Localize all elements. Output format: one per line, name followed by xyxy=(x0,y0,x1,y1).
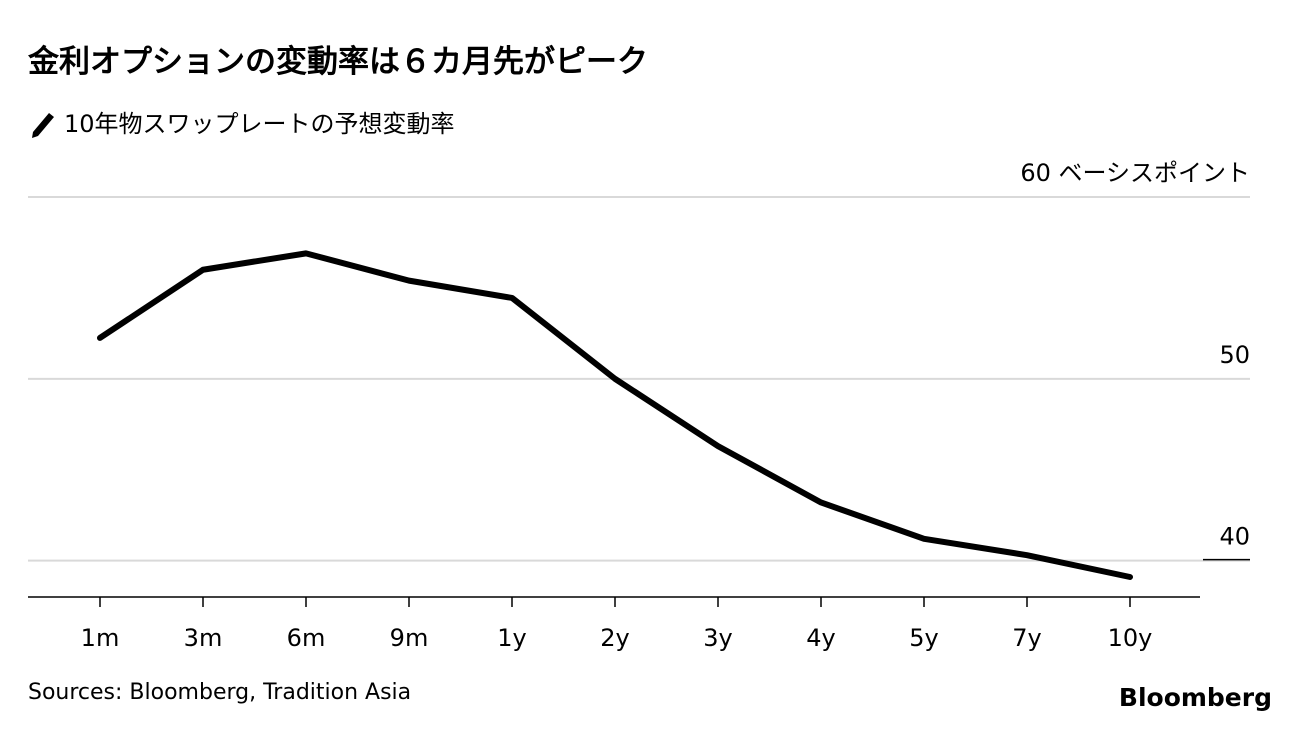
y-tick-label: 40 xyxy=(1219,523,1250,551)
x-tick-label: 7y xyxy=(1012,624,1041,652)
x-tick-label: 3m xyxy=(184,624,223,652)
x-tick-label: 2y xyxy=(600,624,629,652)
chart-title: 金利オプションの変動率は６カ月先がピーク xyxy=(27,44,648,80)
x-tick-label: 1y xyxy=(497,624,526,652)
source: Sources: Bloomberg, Tradition Asia xyxy=(28,680,411,705)
series-line xyxy=(97,250,1133,580)
legend: 10年物スワップレートの予想変動率 xyxy=(32,110,455,138)
x-tick-label: 1m xyxy=(81,624,120,652)
legend-label: 10年物スワップレートの予想変動率 xyxy=(64,110,455,138)
y-tick-label: 50 xyxy=(1219,341,1250,369)
x-tick-label: 6m xyxy=(287,624,326,652)
x-tick-label: 9m xyxy=(390,624,429,652)
legend-icon xyxy=(32,113,54,138)
brand-logo: Bloomberg xyxy=(1119,683,1272,712)
x-tick-label: 5y xyxy=(909,624,938,652)
y-tick-label: 60 ベーシスポイント xyxy=(1020,159,1250,187)
x-tick-label: 10y xyxy=(1108,624,1153,652)
x-tick-label: 4y xyxy=(806,624,835,652)
x-tick-label: 3y xyxy=(703,624,732,652)
